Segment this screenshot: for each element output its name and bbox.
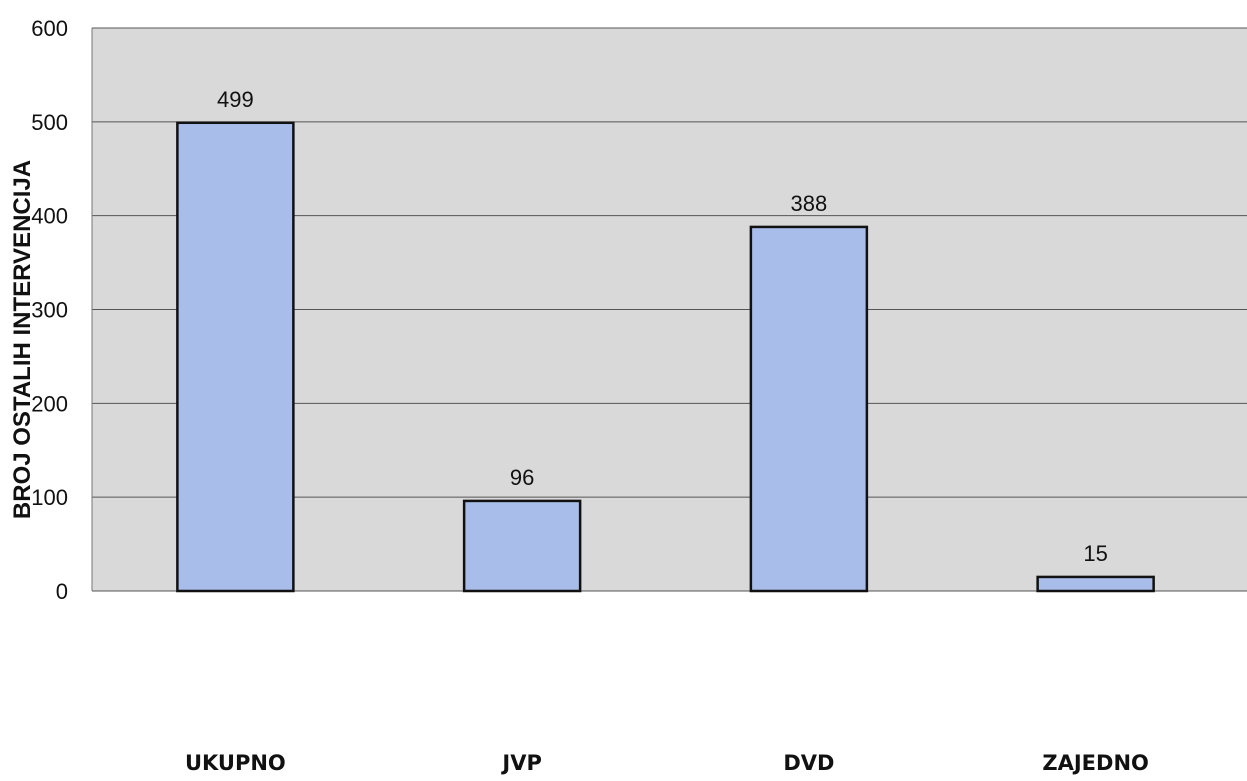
- y-axis-title: BROJ OSTALIH INTERVENCIJA: [9, 160, 36, 519]
- data-label: 15: [1083, 541, 1107, 566]
- y-tick-label: 200: [31, 391, 68, 416]
- y-tick-label: 300: [31, 298, 68, 323]
- bar-dvd: [749, 225, 869, 593]
- y-tick-label: 600: [31, 16, 68, 41]
- y-tick-label: 100: [31, 485, 68, 510]
- y-tick-label: 400: [31, 204, 68, 229]
- bars: [176, 121, 1155, 593]
- y-tick-label: 0: [56, 579, 68, 604]
- x-axis-categories: UKUPNO JVP DVD ZAJEDNO: [185, 751, 1149, 775]
- data-label: 499: [217, 87, 254, 112]
- y-tick-label: 500: [31, 110, 68, 135]
- x-category-label: ZAJEDNO: [1042, 751, 1149, 775]
- data-label: 388: [791, 191, 828, 216]
- y-axis-ticks: 0 100 200 300 400 500 600: [31, 16, 68, 604]
- x-category-label: JVP: [500, 751, 541, 775]
- data-labels: 499 96 388 15: [217, 87, 1108, 566]
- bar-zajedno: [1036, 575, 1155, 593]
- x-category-label: UKUPNO: [185, 751, 286, 775]
- bar-jvp: [462, 499, 582, 593]
- bar-ukupno: [176, 121, 295, 593]
- data-label: 96: [510, 465, 534, 490]
- x-category-label: DVD: [783, 751, 834, 775]
